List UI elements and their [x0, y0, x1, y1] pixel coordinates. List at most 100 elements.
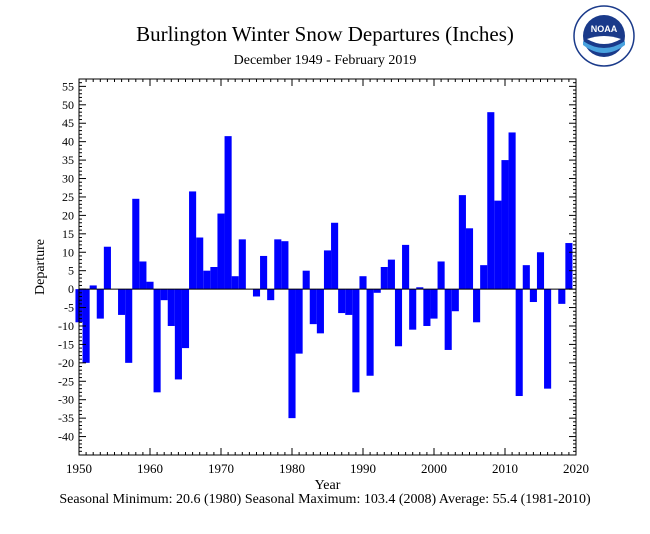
y-tick-label: 35	[62, 153, 74, 167]
bar-2005	[465, 228, 474, 290]
seasonal-stats-footer: Seasonal Minimum: 20.6 (1980) Seasonal M…	[59, 492, 591, 507]
bar-2013	[522, 265, 530, 290]
bar-2001	[437, 261, 445, 290]
y-tick-label: -25	[58, 374, 74, 388]
bar-1980	[288, 289, 296, 419]
bar-1959	[139, 261, 147, 290]
bar-1993	[380, 267, 388, 290]
bar-2009	[494, 200, 502, 290]
y-tick-label: -40	[58, 430, 74, 444]
y-axis-label: Departure	[33, 239, 48, 295]
y-tick-label: 15	[62, 227, 74, 241]
x-tick-label: 1970	[208, 461, 234, 476]
bar-1976	[260, 255, 268, 290]
y-tick-label: -35	[58, 411, 74, 425]
bar-2006	[473, 289, 481, 323]
bar-2014	[529, 289, 537, 303]
bar-2016	[544, 289, 552, 389]
bar-1991	[366, 289, 374, 376]
bar-2011	[508, 132, 516, 290]
x-axis-label: Year	[315, 478, 341, 493]
bar-1972	[231, 276, 239, 290]
y-tick-label: -5	[64, 301, 74, 315]
bar-1997	[409, 289, 417, 330]
bar-1982	[302, 270, 310, 290]
bar-1975	[252, 289, 261, 297]
y-tick-label: -10	[58, 319, 74, 333]
bar-1984	[316, 289, 324, 334]
bar-2012	[515, 289, 523, 397]
x-tick-label: 2000	[421, 461, 447, 476]
y-tick-label: 40	[62, 135, 74, 149]
bar-1953	[96, 289, 104, 319]
bar-1988	[345, 289, 353, 315]
x-tick-label: 1950	[66, 461, 92, 476]
bar-2010	[501, 160, 509, 290]
bar-1979	[281, 241, 289, 290]
bar-1969	[210, 267, 218, 290]
y-tick-label: -20	[58, 356, 74, 370]
bar-1956	[118, 289, 126, 315]
y-tick-label: 30	[62, 172, 74, 186]
bar-1957	[125, 289, 133, 363]
bar-1999	[423, 289, 431, 326]
bar-2004	[458, 195, 466, 290]
y-tick-label: 25	[62, 190, 74, 204]
bar-2003	[451, 289, 459, 312]
bar-1962	[160, 289, 168, 301]
bar-2000	[430, 289, 438, 319]
bars-layer	[75, 112, 573, 419]
bar-2008	[487, 112, 495, 290]
bar-1987	[338, 289, 346, 314]
bar-2007	[480, 265, 488, 290]
bar-2019	[565, 243, 573, 290]
chart-title: Burlington Winter Snow Departures (Inche…	[136, 22, 514, 46]
bar-1961	[153, 289, 161, 393]
y-tick-label: 0	[68, 282, 74, 296]
bar-1994	[387, 259, 395, 290]
bar-1985	[323, 250, 332, 290]
bar-1992	[373, 289, 381, 293]
y-tick-label: 20	[62, 208, 74, 222]
bar-1995	[394, 289, 403, 347]
bar-1967	[196, 237, 204, 290]
bar-1966	[189, 191, 197, 290]
bar-1963	[167, 289, 175, 326]
bar-1965	[181, 289, 190, 349]
noaa-logo-text: NOAA	[591, 24, 618, 34]
bar-1970	[217, 213, 225, 290]
y-tick-label: 45	[62, 116, 74, 130]
bar-1983	[309, 289, 317, 325]
ticks-layer: -40 -35 -30 -25 -20 -15 -10 -5 0 5 10 15 20 25 30 35 40 4…	[58, 78, 589, 476]
bar-1964	[174, 289, 182, 380]
bar-1973	[238, 239, 246, 290]
x-tick-label: 1960	[137, 461, 163, 476]
bar-1954	[103, 246, 111, 290]
y-tick-label: -30	[58, 393, 74, 407]
chart-subtitle: December 1949 - February 2019	[233, 53, 417, 68]
x-tick-label: 1980	[279, 461, 305, 476]
bar-1978	[274, 239, 282, 290]
bar-2018	[558, 289, 566, 304]
x-tick-label: 1990	[350, 461, 376, 476]
bar-1981	[295, 289, 303, 354]
bar-1971	[224, 136, 232, 290]
bar-1960	[146, 281, 154, 290]
bar-1951	[82, 289, 90, 363]
y-tick-label: 55	[62, 79, 74, 93]
bar-1958	[132, 198, 140, 290]
bar-1990	[359, 276, 367, 290]
bar-1977	[267, 289, 275, 301]
bar-1986	[331, 222, 339, 290]
bar-1968	[203, 270, 211, 290]
bar-1996	[402, 244, 410, 290]
bar-1989	[352, 289, 360, 393]
y-tick-label: -15	[58, 337, 74, 351]
bar-1998	[416, 287, 424, 290]
y-tick-label: 50	[62, 98, 74, 112]
x-tick-label: 2010	[492, 461, 518, 476]
noaa-logo: NOAA	[573, 5, 635, 67]
x-tick-label: 2020	[563, 461, 589, 476]
y-tick-label: 10	[62, 245, 74, 259]
